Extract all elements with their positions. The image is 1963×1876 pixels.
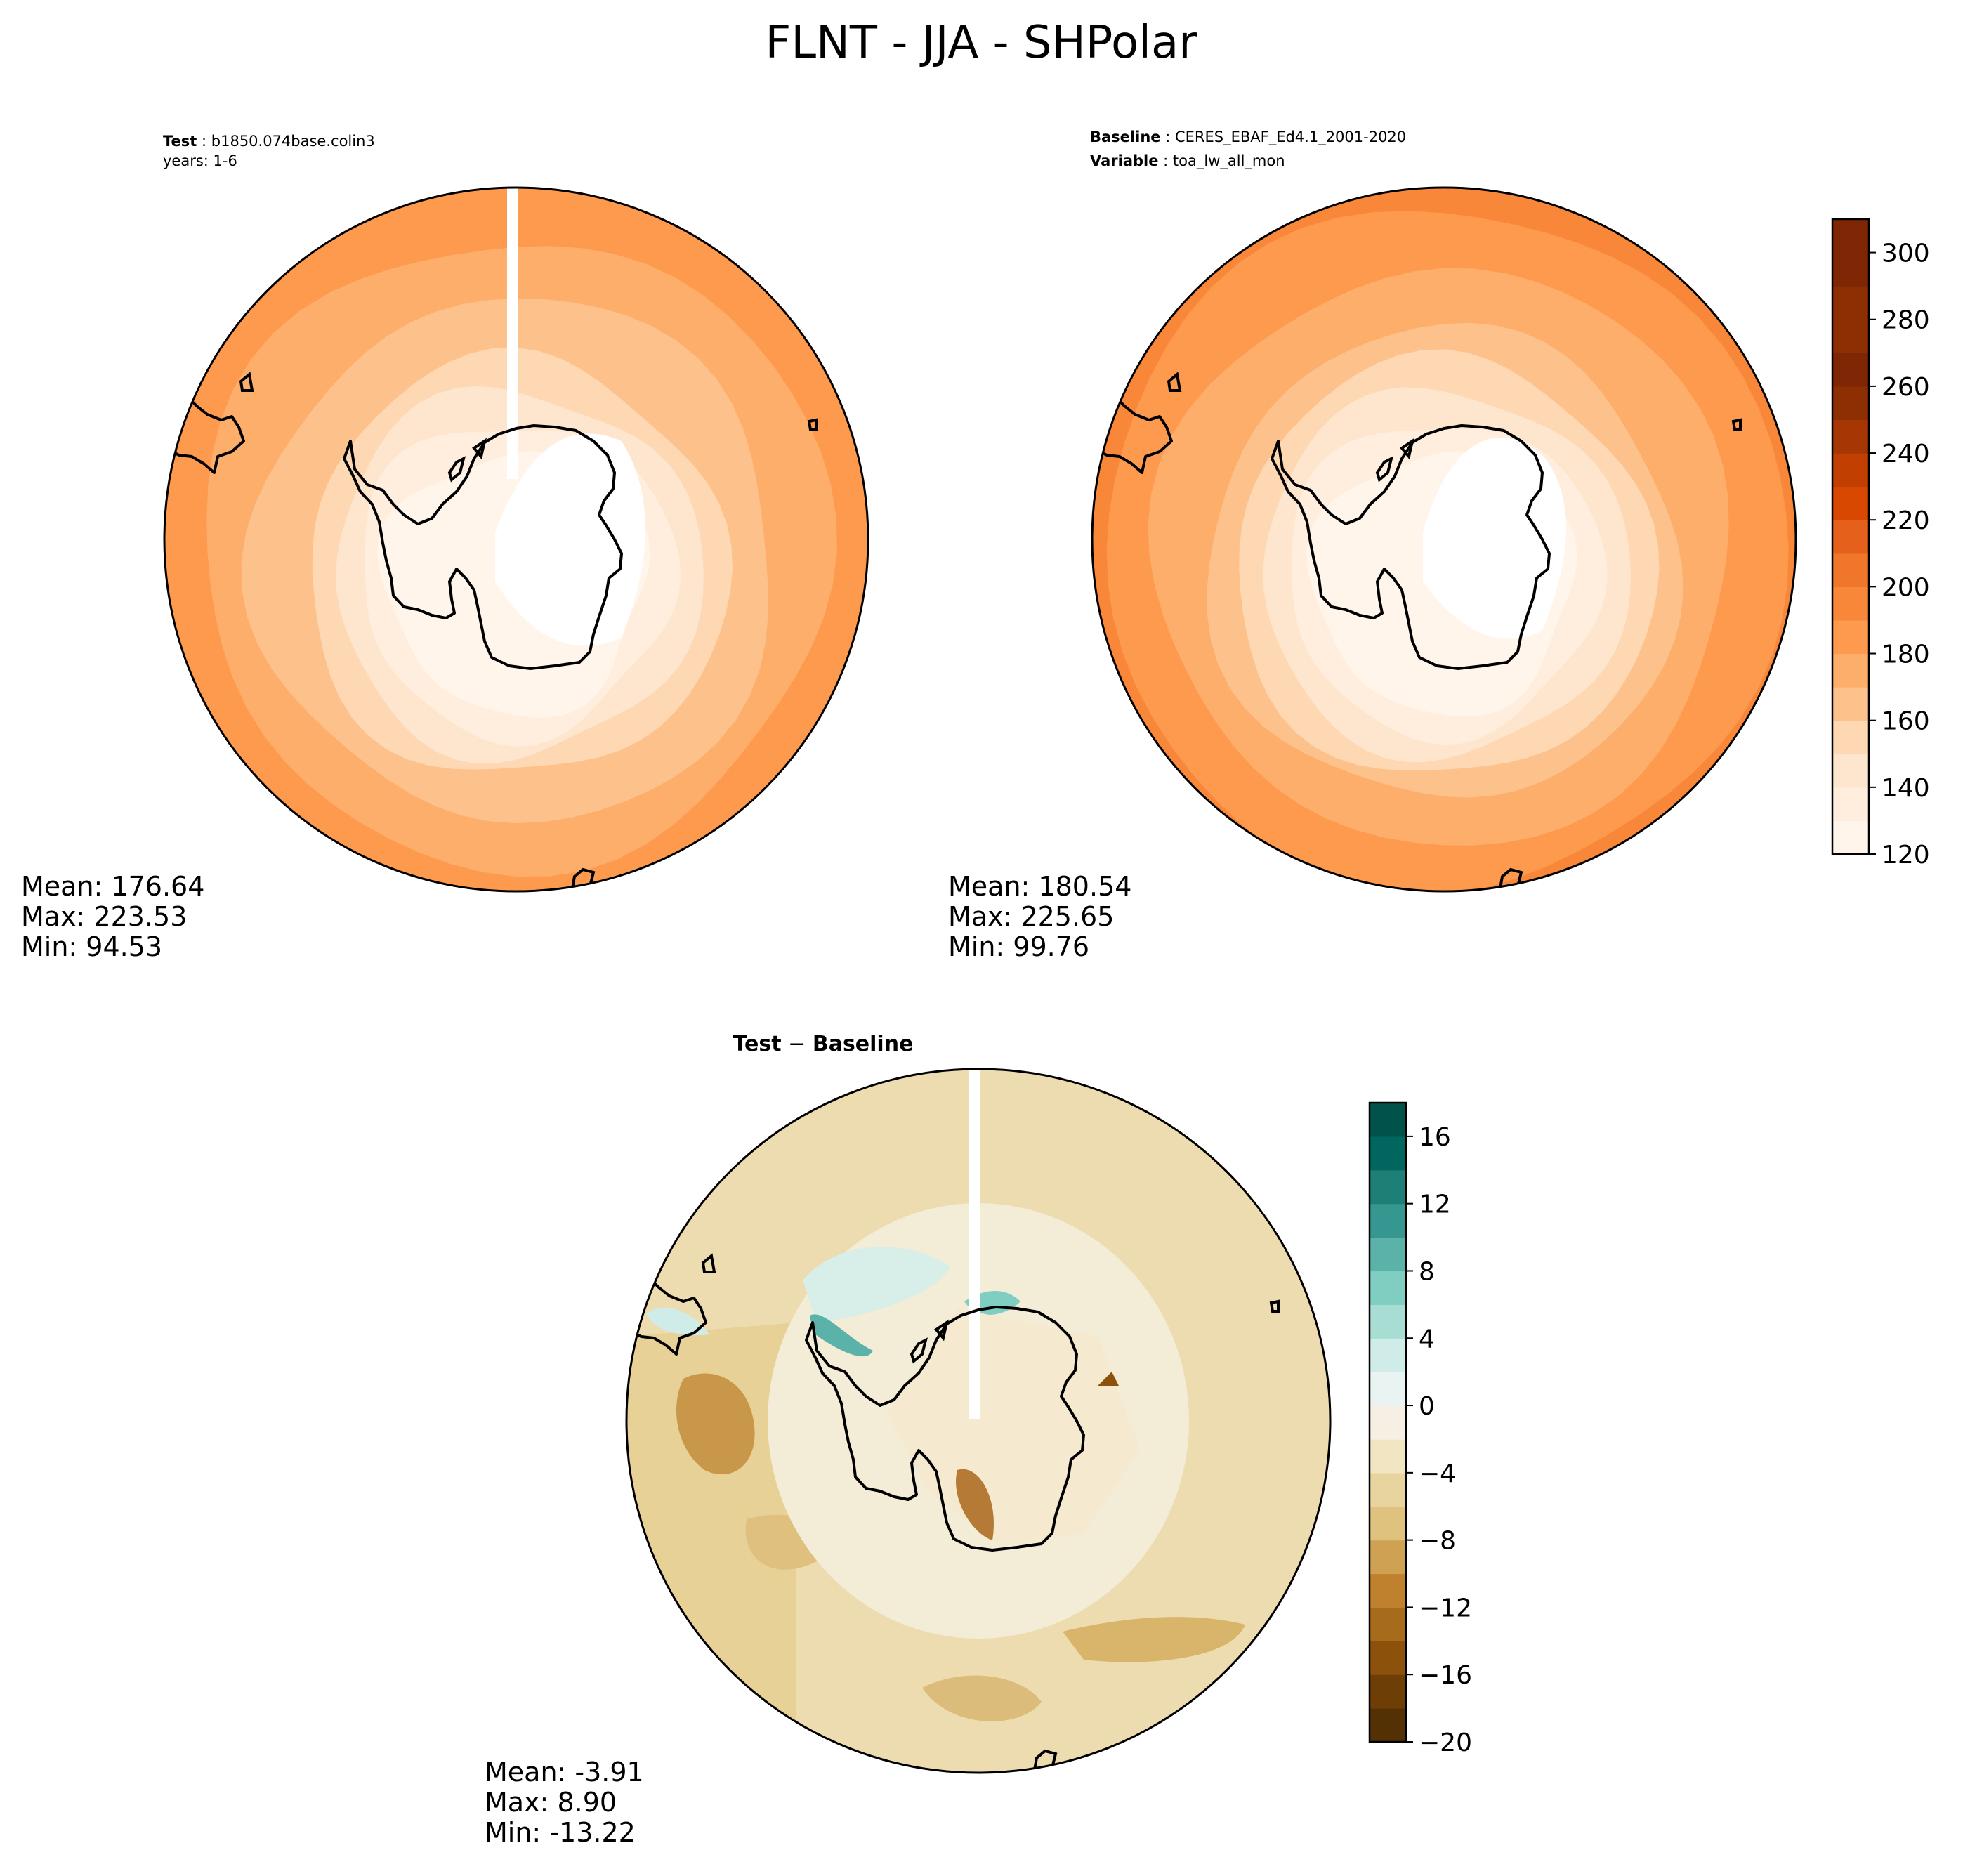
diff-map-frame xyxy=(625,1068,1332,1774)
main-cbar-level xyxy=(1832,486,1869,520)
main-cbar-level xyxy=(1832,754,1869,788)
main-cbar-tick-label: 280 xyxy=(1882,306,1930,335)
diff-cbar-level xyxy=(1370,1237,1406,1272)
diff-cbar-level xyxy=(1370,1438,1406,1474)
test-max: Max: 223.53 xyxy=(21,901,187,932)
diff-cbar-tick-label: −8 xyxy=(1419,1527,1456,1556)
baseline-variable: Variable : toa_lw_all_mon xyxy=(1090,152,1285,170)
diff-colorbar: −20 −16 −12 −8 −4 0 4 8 12 16 xyxy=(1368,1101,1472,1757)
diff-cbar-level xyxy=(1370,1708,1406,1743)
figure-title: FLNT - JJA - SHPolar xyxy=(766,17,1198,69)
diff-cbar-level xyxy=(1370,1338,1406,1372)
diff-cbar-tick-label: 12 xyxy=(1419,1190,1451,1219)
diff-title: Test − Baseline xyxy=(733,1032,914,1056)
main-cbar-level xyxy=(1832,219,1869,254)
main-cbar-level xyxy=(1832,286,1869,320)
main-cbar-level xyxy=(1832,619,1869,655)
main-cbar-tick-label: 200 xyxy=(1882,573,1930,602)
diff-cbar-tick-label: −4 xyxy=(1419,1460,1456,1488)
diff-cbar-tick-label: −16 xyxy=(1419,1661,1472,1690)
diff-dark-brown xyxy=(956,1469,994,1540)
diff-teal-region xyxy=(803,1247,950,1323)
diff-max: Max: 8.90 xyxy=(485,1787,617,1818)
baseline-min: Min: 99.76 xyxy=(948,931,1089,962)
diff-cbar-level xyxy=(1370,1103,1406,1137)
main-cbar-level xyxy=(1832,787,1869,822)
main-cbar-level xyxy=(1832,820,1869,855)
main-cbar-level xyxy=(1832,586,1869,621)
diff-cbar-level xyxy=(1370,1203,1406,1238)
diff-cbar-level xyxy=(1370,1136,1406,1171)
diff-cbar-tick-label: 0 xyxy=(1419,1392,1435,1421)
diff-cbar-level xyxy=(1370,1271,1406,1305)
diff-min: Min: -13.22 xyxy=(485,1817,636,1848)
diff-cbar-level xyxy=(1370,1472,1406,1507)
diff-cbar-tick-label: 4 xyxy=(1419,1325,1435,1353)
main-cbar-level xyxy=(1832,419,1869,454)
diff-missing-strip xyxy=(969,1069,980,1419)
test-missing-strip xyxy=(507,188,518,479)
main-cbar-tick-label: 260 xyxy=(1882,373,1930,402)
diff-cbar-level xyxy=(1370,1540,1406,1575)
diff-brown-patch xyxy=(676,1373,755,1475)
diff-cbar-tick-label: −12 xyxy=(1419,1594,1472,1622)
diff-cbar-tick-label: −20 xyxy=(1419,1729,1472,1757)
diff-cbar-tick-label: 16 xyxy=(1419,1123,1451,1152)
main-cbar-level xyxy=(1832,720,1869,754)
diff-cbar-level xyxy=(1370,1304,1406,1339)
diff-mean: Mean: -3.91 xyxy=(485,1757,644,1788)
test-mean: Mean: 176.64 xyxy=(21,871,204,902)
main-cbar-level xyxy=(1832,453,1869,487)
diff-cbar-level xyxy=(1370,1607,1406,1641)
main-cbar-level xyxy=(1832,353,1869,387)
baseline-mean: Mean: 180.54 xyxy=(948,871,1131,902)
panel-test: Test : b1850.074base.colin3 years: 1-6 M… xyxy=(21,133,869,962)
test-min: Min: 94.53 xyxy=(21,931,162,962)
baseline-max: Max: 225.65 xyxy=(948,901,1114,932)
test-map-frame xyxy=(163,186,869,893)
baseline-map-frame xyxy=(1091,186,1797,893)
main-cbar-tick-label: 180 xyxy=(1882,641,1930,669)
main-cbar-level xyxy=(1832,653,1869,688)
test-map xyxy=(164,188,868,891)
test-label: Test : b1850.074base.colin3 xyxy=(163,133,375,150)
main-cbar-tick-label: 240 xyxy=(1882,440,1930,468)
test-years: years: 1-6 xyxy=(163,152,237,169)
diff-cbar-level xyxy=(1370,1372,1406,1406)
diff-map xyxy=(626,1069,1330,1773)
main-cbar-tick-label: 140 xyxy=(1882,774,1930,803)
main-cbar-level xyxy=(1832,252,1869,287)
main-cbar-tick-label: 300 xyxy=(1882,240,1930,268)
main-cbar-level xyxy=(1832,687,1869,721)
main-cbar-tick-label: 160 xyxy=(1882,707,1930,736)
panel-diff: Test − Baseline xyxy=(485,1032,1332,1848)
diff-cbar-level xyxy=(1370,1405,1406,1440)
baseline-plateau xyxy=(1423,438,1566,639)
main-cbar-level xyxy=(1832,553,1869,587)
main-cbar-level xyxy=(1832,520,1869,554)
baseline-label: Baseline : CERES_EBAF_Ed4.1_2001-2020 xyxy=(1090,129,1406,146)
diff-cbar-level xyxy=(1370,1169,1406,1205)
baseline-map xyxy=(1092,188,1796,891)
diff-cbar-tick-label: 8 xyxy=(1419,1257,1435,1286)
main-cbar-tick-label: 220 xyxy=(1882,506,1930,535)
diff-cbar-level xyxy=(1370,1573,1406,1608)
main-cbar-level xyxy=(1832,386,1869,421)
panel-baseline: Baseline : CERES_EBAF_Ed4.1_2001-2020 Va… xyxy=(948,129,1797,962)
diff-cbar-level xyxy=(1370,1674,1406,1709)
main-cbar-level xyxy=(1832,319,1869,353)
main-colorbar: 120 140 160 180 200 220 240 260 280 300 xyxy=(1831,218,1930,870)
diff-cbar-level xyxy=(1370,1506,1406,1541)
diff-cbar-level xyxy=(1370,1641,1406,1675)
main-cbar-tick-label: 120 xyxy=(1882,841,1930,870)
